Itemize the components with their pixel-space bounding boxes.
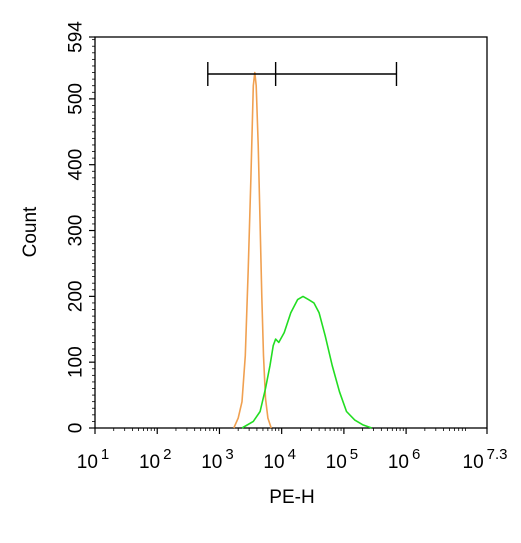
x-axis-title: PE-H: [269, 487, 314, 508]
y-tick-label: 594: [66, 21, 87, 53]
plot-frame: [94, 36, 488, 429]
histogram-series-2: [241, 295, 372, 429]
y-tick-label: 0: [66, 423, 87, 434]
y-axis-title: Count: [20, 206, 41, 257]
y-tick-label: 100: [66, 346, 87, 378]
y-tick-label: 500: [66, 83, 87, 115]
x-tick-label: 10 4: [263, 446, 295, 473]
x-tick-label: 10 2: [139, 446, 171, 473]
gate-marker: [207, 62, 398, 86]
x-tick-label: 10 1: [77, 446, 109, 473]
y-tick-label: 200: [66, 280, 87, 312]
y-axis-ticks: 0 100 200 300 400 500 594: [66, 21, 95, 434]
y-tick-label: 300: [66, 215, 87, 247]
x-tick-label: 10 5: [326, 446, 358, 473]
series-layer: [233, 71, 372, 429]
x-tick-label: 10 3: [201, 446, 233, 473]
x-tick-label: 10 6: [388, 446, 420, 473]
x-tick-label: 10 7.3: [463, 446, 508, 473]
histogram-series-1: [233, 71, 272, 429]
x-axis-ticks: 10 1 10 2 10 3 10 4 10 5 10 6 10 7.3: [77, 428, 508, 473]
y-tick-label: 400: [66, 149, 87, 181]
